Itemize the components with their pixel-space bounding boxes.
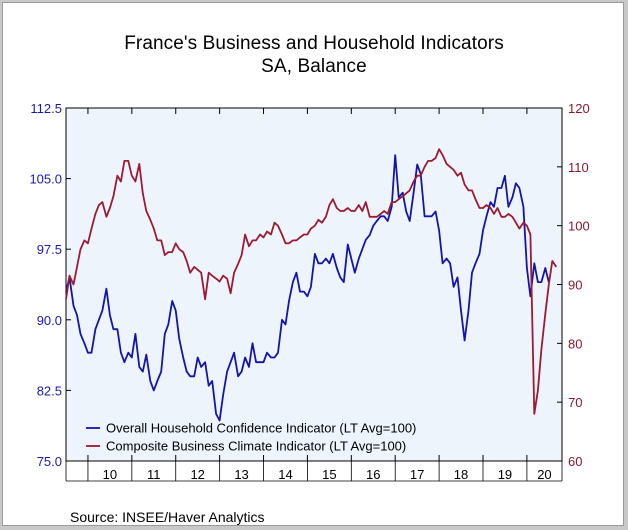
left-axis-tick-label: 97.5 bbox=[37, 242, 62, 257]
chart-subtitle: SA, Balance bbox=[261, 56, 367, 77]
right-axis-tick-label: 90 bbox=[568, 278, 582, 293]
left-axis-tick-label: 112.5 bbox=[30, 101, 62, 116]
x-axis-tick-label: 15 bbox=[322, 467, 336, 482]
legend-label-business: Composite Business Climate Indicator (LT… bbox=[106, 439, 406, 454]
x-axis-tick-label: 17 bbox=[410, 467, 424, 482]
x-axis-tick-label: 11 bbox=[147, 467, 161, 482]
plot-area bbox=[65, 107, 563, 462]
x-axis-tick-label: 19 bbox=[498, 467, 512, 482]
right-axis-tick-label: 60 bbox=[568, 454, 582, 469]
x-axis-tick-label: 13 bbox=[234, 467, 248, 482]
left-axis-tick-label: 75.0 bbox=[37, 454, 62, 469]
household-confidence-line bbox=[65, 154, 550, 422]
x-axis-tick-label: 14 bbox=[278, 467, 292, 482]
left-axis-tick-label: 90.0 bbox=[37, 313, 62, 328]
right-axis-tick-label: 110 bbox=[568, 160, 589, 175]
right-axis-tick-label: 80 bbox=[568, 336, 582, 351]
x-axis-tick-label: 16 bbox=[366, 467, 380, 482]
x-axis-tick-label: 12 bbox=[190, 467, 204, 482]
left-axis-tick-label: 105.0 bbox=[29, 172, 62, 187]
left-axis-tick-label: 82.5 bbox=[37, 383, 62, 398]
x-axis-tick-label: 20 bbox=[537, 467, 551, 482]
x-axis-tick-label: 10 bbox=[103, 467, 117, 482]
business-climate-line bbox=[65, 148, 558, 415]
right-axis-tick-label: 100 bbox=[568, 219, 590, 234]
x-axis-tick-label: 18 bbox=[454, 467, 468, 482]
legend-label-household: Overall Household Confidence Indicator (… bbox=[106, 421, 416, 436]
right-axis-tick-label: 70 bbox=[568, 395, 582, 410]
right-axis-tick-label: 120 bbox=[568, 101, 590, 116]
source-note: Source: INSEE/Haver Analytics bbox=[70, 509, 265, 525]
chart-title: France's Business and Household Indicato… bbox=[124, 33, 504, 54]
